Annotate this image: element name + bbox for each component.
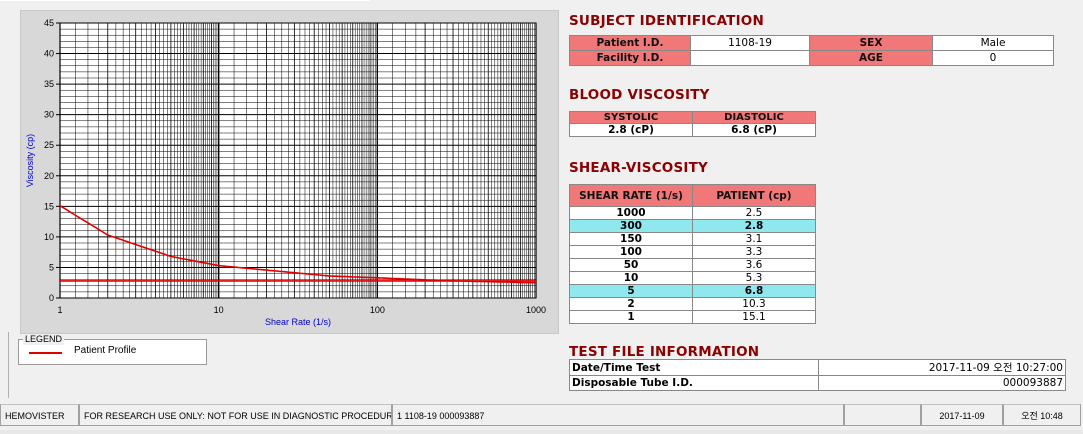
status-app-name: HEMOVISTER <box>0 404 79 426</box>
legend-line-swatch <box>29 352 62 354</box>
y-tick-label: 15 <box>44 201 54 211</box>
patient-id-label: Patient I.D. <box>569 35 691 51</box>
panel-divider <box>8 332 9 398</box>
patient-viscosity-cell: 2.8 <box>692 219 816 233</box>
table-row: Patient I.D. 1108-19 SEX Male <box>569 35 1054 51</box>
blood-viscosity-header: BLOOD VISCOSITY <box>569 87 710 103</box>
table-row: Disposable Tube I.D. 000093887 <box>569 375 1066 391</box>
table-row: 10 5.3 <box>569 271 816 285</box>
chart-legend: LEGEND Patient Profile <box>18 334 207 365</box>
table-row: 2.8 (cP) 6.8 (cP) <box>569 123 816 137</box>
table-row: 300 2.8 <box>569 219 816 233</box>
y-tick-label: 20 <box>44 171 54 181</box>
facility-id-label: Facility I.D. <box>569 50 691 66</box>
table-row: 1 15.1 <box>569 310 816 324</box>
patient-column-header: PATIENT (cp) <box>692 184 816 207</box>
y-tick-label: 10 <box>44 232 54 242</box>
systolic-label: SYSTOLIC <box>569 111 693 124</box>
patient-viscosity-cell: 3.6 <box>692 258 816 272</box>
y-tick-label: 35 <box>44 79 54 89</box>
shear-rate-cell: 5 <box>569 284 693 298</box>
subject-table: Patient I.D. 1108-19 SEX Male Facility I… <box>569 35 1054 66</box>
patient-viscosity-cell: 3.1 <box>692 232 816 246</box>
y-tick-label: 25 <box>44 140 54 150</box>
shear-viscosity-table: SHEAR RATE (1/s) PATIENT (cp) 1000 2.5 300… <box>569 184 816 324</box>
table-row: 150 3.1 <box>569 232 816 246</box>
shear-rate-cell: 300 <box>569 219 693 233</box>
table-row: 1000 2.5 <box>569 206 816 220</box>
status-empty-field <box>844 404 921 426</box>
status-time: 오전 10:48 <box>1003 404 1081 426</box>
disposable-tube-id-value: 000093887 <box>818 375 1066 391</box>
window-bottom-edge <box>0 430 1083 434</box>
date-time-test-label: Date/Time Test <box>569 359 819 376</box>
sex-label: SEX <box>809 35 933 51</box>
table-row: Date/Time Test 2017-11-09 오전 10:27:00 <box>569 359 1066 376</box>
sex-value: Male <box>932 35 1054 51</box>
legend-title: LEGEND <box>23 334 65 345</box>
viscosity-chart: 45 40 35 30 25 20 15 10 5 01 10 100 1000 Shear Rate (… <box>25 18 546 327</box>
y-tick-label: 0 <box>49 293 54 303</box>
patient-viscosity-cell: 15.1 <box>692 310 816 324</box>
patient-viscosity-cell: 5.3 <box>692 271 816 285</box>
x-tick-label: 100 <box>370 305 385 315</box>
age-label: AGE <box>809 50 933 66</box>
diastolic-label: DIASTOLIC <box>692 111 816 124</box>
shear-rate-cell: 2 <box>569 297 693 311</box>
patient-id-value: 1108-19 <box>690 35 810 51</box>
shear-rate-cell: 1 <box>569 310 693 324</box>
table-row: SYSTOLIC DIASTOLIC <box>569 111 816 124</box>
plot-area <box>59 22 537 299</box>
y-tick-label: 30 <box>44 110 54 120</box>
x-tick-label: 1000 <box>526 305 546 315</box>
y-tick-label: 45 <box>44 18 54 28</box>
diastolic-value: 6.8 (cP) <box>692 123 816 137</box>
shear-rate-cell: 10 <box>569 271 693 285</box>
x-axis-label: Shear Rate (1/s) <box>265 317 331 327</box>
shear-rate-cell: 50 <box>569 258 693 272</box>
test-file-table: Date/Time Test 2017-11-09 오전 10:27:00 Di… <box>569 359 1066 391</box>
patient-viscosity-cell: 10.3 <box>692 297 816 311</box>
patient-viscosity-cell: 6.8 <box>692 284 816 298</box>
patient-viscosity-cell: 3.3 <box>692 245 816 259</box>
table-header-row: SHEAR RATE (1/s) PATIENT (cp) <box>569 184 816 207</box>
x-tick-label: 1 <box>57 305 62 315</box>
test-file-information-header: TEST FILE INFORMATION <box>569 344 760 360</box>
table-row: 5 6.8 <box>569 284 816 298</box>
shear-rate-cell: 100 <box>569 245 693 259</box>
window-top-edge <box>0 0 370 6</box>
disposable-tube-id-label: Disposable Tube I.D. <box>569 375 819 391</box>
patient-viscosity-cell: 2.5 <box>692 206 816 220</box>
status-bar <box>0 404 1083 428</box>
legend-item-patient-profile: Patient Profile <box>74 345 137 356</box>
series-line-patient-profile <box>59 205 536 284</box>
table-row: 2 10.3 <box>569 297 816 311</box>
table-row: 100 3.3 <box>569 245 816 259</box>
subject-identification-header: SUBJECT IDENTIFICATION <box>569 13 764 29</box>
table-row: 50 3.6 <box>569 258 816 272</box>
status-file-info: 1 1108-19 000093887 <box>392 404 844 426</box>
y-tick-label: 5 <box>49 262 54 272</box>
status-date: 2017-11-09 <box>921 404 1003 426</box>
shear-rate-cell: 1000 <box>569 206 693 220</box>
shear-rate-column-header: SHEAR RATE (1/s) <box>569 184 693 207</box>
x-tick-label: 10 <box>214 305 224 315</box>
y-axis-label: Viscosity (cp) <box>25 134 35 187</box>
blood-viscosity-table: SYSTOLIC DIASTOLIC 2.8 (cP) 6.8 (cP) <box>569 111 816 137</box>
date-time-test-value: 2017-11-09 오전 10:27:00 <box>818 359 1066 376</box>
y-tick-label: 40 <box>44 49 54 59</box>
age-value: 0 <box>932 50 1054 66</box>
shear-viscosity-header: SHEAR-VISCOSITY <box>569 160 709 176</box>
shear-rate-cell: 150 <box>569 232 693 246</box>
viscosity-chart-panel: 45 40 35 30 25 20 15 10 5 0 1 10 100 1000 Shear Rate (… <box>20 10 559 334</box>
systolic-value: 2.8 (cP) <box>569 123 693 137</box>
table-row: Facility I.D. AGE 0 <box>569 50 1054 66</box>
status-research-notice: FOR RESEARCH USE ONLY: NOT FOR USE IN DI… <box>79 404 392 426</box>
facility-id-value <box>690 50 810 66</box>
